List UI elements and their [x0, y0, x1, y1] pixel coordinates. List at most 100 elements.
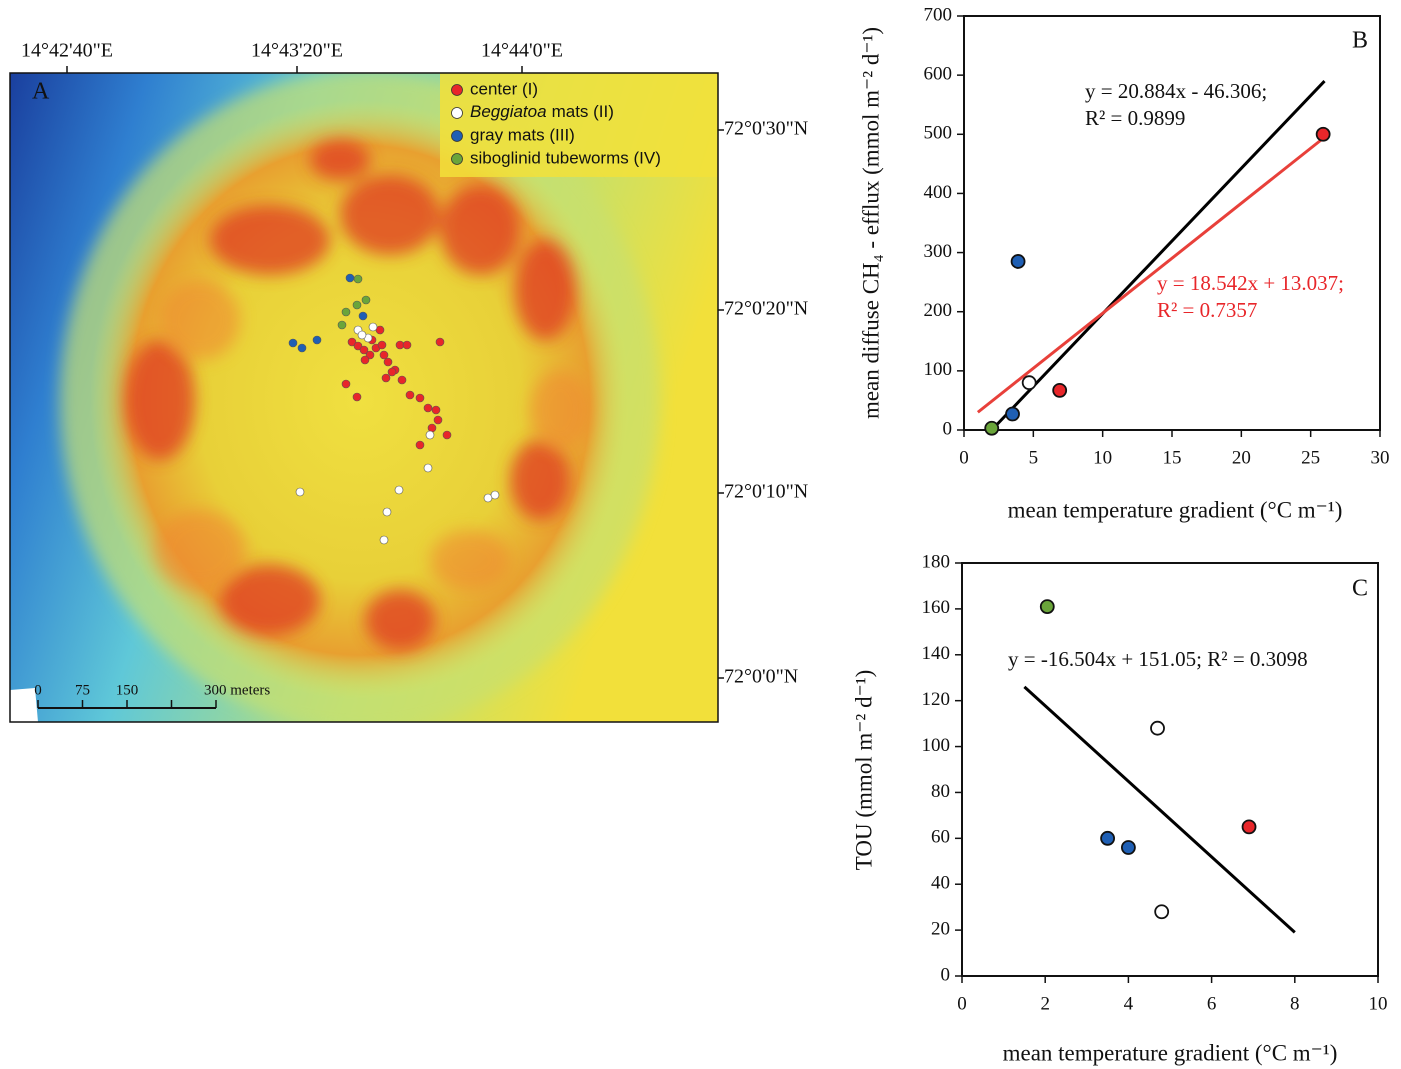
x-tick-label: 10 — [1093, 447, 1112, 468]
scale-label: 150 — [116, 682, 139, 698]
x-tick-label: 30 — [1371, 447, 1390, 468]
x-tick-label: 8 — [1290, 993, 1300, 1014]
sample-site — [431, 405, 441, 415]
sample-site — [347, 337, 357, 347]
sample-site — [360, 355, 370, 365]
latitude-label: 72°0'0"N — [724, 666, 798, 688]
y-tick-label: 100 — [922, 735, 951, 756]
sample-site — [352, 300, 362, 310]
legend-label: center (I) — [470, 79, 538, 98]
y-tick-label: 160 — [922, 597, 951, 618]
sample-site — [341, 379, 351, 389]
x-tick-label: 6 — [1207, 993, 1217, 1014]
sample-site — [442, 430, 452, 440]
sample-site — [423, 403, 433, 413]
scale-label: 300 meters — [204, 682, 270, 698]
legend-label: siboglinid tubeworms (IV) — [470, 148, 661, 167]
latitude-label: 72°0'20"N — [724, 298, 808, 320]
data-point — [1021, 375, 1037, 391]
sample-site — [353, 274, 363, 284]
y-tick-label: 20 — [931, 918, 950, 939]
scale-bar: 0 75 150 300 meters — [34, 682, 270, 709]
longitude-label: 14°43'20"E — [251, 40, 343, 62]
y-tick-label: 300 — [924, 241, 953, 262]
sample-site — [352, 392, 362, 402]
y-tick-label: 0 — [941, 964, 951, 985]
y-tick-label: 40 — [931, 873, 950, 894]
data-point — [1039, 599, 1055, 614]
latitude-label: 72°0'10"N — [724, 481, 808, 503]
sample-site — [337, 320, 347, 330]
longitude-label: 14°42'40"E — [21, 40, 113, 62]
legend-symbol — [451, 107, 463, 119]
data-point — [1154, 904, 1170, 920]
sample-site — [312, 335, 322, 345]
fit-line — [990, 80, 1326, 432]
x-tick-label: 4 — [1124, 993, 1134, 1014]
sample-sites — [288, 273, 500, 545]
sample-site — [405, 390, 415, 400]
sample-site — [397, 375, 407, 385]
sample-site — [490, 490, 500, 500]
sample-site — [425, 430, 435, 440]
annotation: y = -16.504x + 151.05; R² = 0.3098 — [1008, 647, 1308, 671]
x-tick-label: 0 — [957, 993, 967, 1014]
legend-label-italic: Beggiatoa — [470, 102, 547, 121]
annotation: y = 18.542x + 13.037; — [1157, 271, 1344, 295]
latitude-label: 72°0'30"N — [724, 118, 808, 140]
y-tick-label: 0 — [943, 418, 953, 439]
legend-symbol — [451, 84, 463, 96]
map: A 14°42'40"E 14°43'20"E 14°44'0"E 72°0'3… — [9, 40, 808, 723]
legend-label: gray mats (III) — [470, 125, 575, 144]
y-tick-label: 200 — [924, 300, 953, 321]
sample-site — [353, 341, 363, 351]
data-point — [1010, 254, 1026, 269]
y-tick-label: 80 — [931, 781, 950, 802]
data-point — [984, 420, 1000, 436]
sample-site — [394, 485, 404, 495]
scale-label: 75 — [75, 682, 90, 698]
y-tick-label: 600 — [924, 64, 953, 85]
legend: center (I) Beggiatoa mats (II) gray mats … — [451, 79, 661, 167]
sample-site — [387, 367, 397, 377]
data-point — [1241, 819, 1257, 835]
y-tick-label: 180 — [922, 551, 951, 572]
sample-site — [359, 345, 369, 355]
sample-site — [341, 307, 351, 317]
sample-site — [435, 337, 445, 347]
y-tick-label: 120 — [922, 689, 951, 710]
x-tick-label: 25 — [1301, 447, 1320, 468]
legend-label: mats (II) — [552, 102, 614, 121]
sample-site — [415, 393, 425, 403]
sample-site — [345, 273, 355, 283]
fit-line — [1023, 685, 1296, 934]
sample-site — [358, 311, 368, 321]
y-tick-label: 500 — [924, 123, 953, 144]
sample-site — [383, 357, 393, 367]
y-tick-label: 400 — [924, 182, 953, 203]
y-tick-label: 100 — [924, 359, 953, 380]
data-point — [1150, 720, 1165, 736]
sample-site — [423, 463, 433, 473]
sample-site — [361, 295, 371, 305]
x-tick-label: 0 — [959, 447, 969, 468]
sample-site — [379, 350, 389, 360]
x-tick-label: 5 — [1029, 447, 1039, 468]
sample-site — [402, 340, 412, 350]
y-tick-label: 700 — [924, 4, 953, 25]
y-tick-label: 60 — [931, 827, 950, 848]
data-point — [1315, 126, 1331, 142]
annotation: y = 20.884x - 46.306; — [1085, 79, 1267, 103]
sample-site — [379, 535, 389, 545]
sample-site — [433, 415, 443, 425]
legend-symbol — [451, 153, 463, 165]
data-point — [1100, 830, 1115, 846]
panel-label: B — [1352, 28, 1368, 54]
sample-site — [382, 507, 392, 517]
data-point — [1052, 382, 1068, 398]
sample-site — [288, 338, 298, 348]
sample-site — [368, 322, 378, 332]
fit-line — [976, 136, 1326, 414]
sample-site — [295, 487, 305, 497]
